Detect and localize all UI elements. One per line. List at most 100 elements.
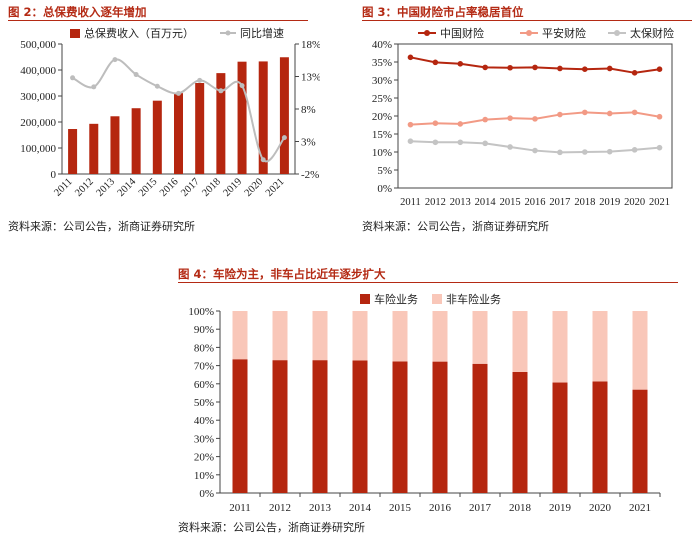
x-tick-label: 2020 <box>589 502 612 514</box>
point-series-2-2019 <box>606 148 613 155</box>
figure-3-title-rule <box>362 20 692 21</box>
x-tick-label: 2014 <box>116 176 139 199</box>
bar-che-2019 <box>552 382 568 493</box>
y-tick-label-left: 0 <box>51 169 57 181</box>
x-tick-label: 2014 <box>475 197 497 208</box>
bar-che-2013 <box>312 360 328 493</box>
point-series-1-2014 <box>482 116 488 123</box>
y-tick-label: 5% <box>377 165 392 177</box>
bar-premium-2012 <box>89 123 99 174</box>
figure-4-title-rule <box>178 282 678 283</box>
point-series-1-2019 <box>606 110 613 117</box>
x-tick-label: 2019 <box>222 176 245 199</box>
legend-swatch-premium <box>70 29 80 38</box>
point-series-2-2011 <box>407 138 414 144</box>
y-tick-label-left: 100,000 <box>20 143 56 155</box>
bar-premium-2011 <box>68 129 78 174</box>
y-tick-label-right: 13% <box>301 72 320 84</box>
point-growth-2016 <box>176 90 181 96</box>
y-tick-label: 0% <box>377 183 392 195</box>
bar-che-2011 <box>232 359 248 493</box>
point-series-0-2021 <box>656 66 663 72</box>
y-tick-label: 10% <box>194 470 214 482</box>
bar-che-2015 <box>392 361 408 493</box>
point-growth-2017 <box>197 77 203 83</box>
legend-label-growth: 同比增速 <box>240 26 284 40</box>
y-tick-label-left: 300,000 <box>20 91 56 103</box>
legend-marker-0 <box>424 30 430 36</box>
figure-4-source: 资料来源：公司公告，浙商证券研究所 <box>178 521 365 534</box>
y-tick-label: 90% <box>194 324 214 336</box>
y-tick-label: 50% <box>194 397 214 409</box>
point-series-1-2011 <box>407 121 414 128</box>
legend-swatch-feiche <box>432 294 442 304</box>
y-tick-label: 15% <box>372 129 392 141</box>
y-tick-label: 70% <box>194 361 214 373</box>
y-tick-label: 0% <box>199 488 214 500</box>
x-tick-label: 2021 <box>629 502 651 514</box>
x-tick-label: 2015 <box>137 176 160 199</box>
bar-feiche-2014 <box>352 311 368 361</box>
point-growth-2014 <box>133 72 139 78</box>
bar-premium-2015 <box>152 100 162 174</box>
y-tick-label-right: 18% <box>301 39 320 51</box>
point-series-2-2017 <box>557 149 563 156</box>
legend-marker-1 <box>526 30 532 36</box>
y-tick-label: 80% <box>194 342 214 354</box>
point-growth-2018 <box>218 88 224 94</box>
point-series-2-2021 <box>656 144 663 151</box>
point-series-0-2017 <box>557 65 563 72</box>
bar-che-2021 <box>632 389 648 493</box>
bar-feiche-2021 <box>632 311 648 390</box>
bar-feiche-2017 <box>472 311 488 364</box>
point-series-0-2015 <box>507 64 513 71</box>
point-series-0-2019 <box>606 65 613 72</box>
y-tick-label: 100% <box>188 306 214 318</box>
bar-che-2020 <box>592 381 608 493</box>
legend-label-2: 太保财险 <box>630 26 674 40</box>
point-series-2-2016 <box>532 147 538 154</box>
bar-feiche-2013 <box>312 311 328 361</box>
point-series-0-2020 <box>631 70 638 76</box>
figure-2-source: 资料来源：公司公告，浙商证券研究所 <box>8 220 195 233</box>
y-tick-label: 60% <box>194 379 214 391</box>
point-series-0-2018 <box>582 66 588 72</box>
legend-marker-2 <box>614 30 620 36</box>
y-tick-label-left: 400,000 <box>20 65 56 77</box>
y-tick-label-left: 500,000 <box>20 39 56 51</box>
x-tick-label: 2019 <box>549 502 572 514</box>
x-tick-label: 2016 <box>429 502 452 514</box>
x-tick-label: 2012 <box>269 502 291 514</box>
legend-label-premium: 总保费收入（百万元） <box>84 26 194 40</box>
point-growth-2012 <box>91 84 97 90</box>
y-tick-label: 25% <box>372 93 392 105</box>
point-series-1-2015 <box>507 115 513 121</box>
point-series-2-2013 <box>457 139 464 146</box>
x-tick-label: 2017 <box>549 197 570 208</box>
point-series-0-2012 <box>432 59 439 66</box>
x-tick-label: 2011 <box>229 502 251 514</box>
y-tick-label-left: 200,000 <box>20 117 56 129</box>
x-tick-label: 2020 <box>243 176 266 199</box>
y-tick-label-right: -2% <box>301 169 319 181</box>
point-growth-2020 <box>260 157 266 163</box>
x-tick-label: 2018 <box>574 197 595 208</box>
point-growth-2019 <box>239 83 245 89</box>
x-tick-label: 2012 <box>73 176 96 199</box>
x-tick-label: 2012 <box>425 197 446 208</box>
bar-premium-2019 <box>237 61 247 174</box>
bar-feiche-2011 <box>232 311 248 360</box>
point-series-1-2016 <box>532 116 538 122</box>
point-growth-2021 <box>281 135 287 141</box>
market-share-line-chart: 中国财险 平安财险 太保财险 0% 5% 10% 15% 20% 25% 30% 35% 40% 201… <box>372 26 674 208</box>
x-tick-label: 2021 <box>264 176 287 199</box>
figure-3-source: 资料来源：公司公告，浙商证券研究所 <box>362 220 549 233</box>
point-series-2-2015 <box>507 144 513 150</box>
x-tick-label: 2021 <box>649 197 670 208</box>
x-tick-label: 2016 <box>158 176 181 199</box>
point-series-2-2012 <box>432 139 439 146</box>
figure-2-title: 图 2：总保费收入逐年增加 <box>8 5 147 19</box>
legend-swatch-che <box>360 294 370 304</box>
x-tick-label: 2014 <box>349 502 372 514</box>
point-series-2-2014 <box>482 140 488 147</box>
